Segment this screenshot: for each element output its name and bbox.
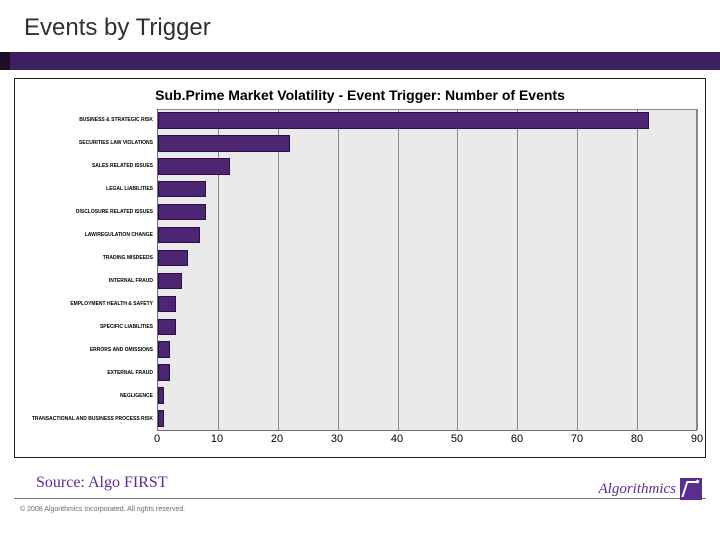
chart-x-tick: 30 <box>331 433 343 445</box>
chart-bar <box>158 135 290 152</box>
brand-logo-text: Algorithmics <box>599 481 677 498</box>
chart-bar-slot <box>158 201 697 224</box>
chart-container: Sub.Prime Market Volatility - Event Trig… <box>14 78 706 458</box>
chart-title: Sub.Prime Market Volatility - Event Trig… <box>15 79 705 109</box>
chart-y-label: LEGAL LIABILITIES <box>19 178 157 201</box>
chart-plot-area <box>157 109 697 431</box>
accent-seg-right <box>10 52 720 70</box>
chart-y-label: EMPLOYMENT HEALTH & SAFETY <box>19 293 157 316</box>
source-line: Source: Algo FIRST <box>36 474 168 492</box>
chart-x-ticks: 0102030405060708090 <box>157 431 697 451</box>
chart-bar-slot <box>158 292 697 315</box>
chart-x-tick: 50 <box>451 433 463 445</box>
chart-y-label: ERRORS AND OMISSIONS <box>19 339 157 362</box>
chart-bar-slot <box>158 224 697 247</box>
chart-bar-slot <box>158 155 697 178</box>
chart-y-label: SALES RELATED ISSUES <box>19 155 157 178</box>
chart-y-label: NEGLIGENCE <box>19 385 157 408</box>
chart-bar-slot <box>158 384 697 407</box>
chart-bar <box>158 273 182 290</box>
chart-bar <box>158 227 200 244</box>
chart-bar <box>158 204 206 221</box>
chart-bar-slot <box>158 315 697 338</box>
header-accent-bar <box>0 52 720 70</box>
slide-header: Events by Trigger <box>0 0 720 70</box>
chart-bar <box>158 410 164 427</box>
chart-bar <box>158 181 206 198</box>
chart-y-label: DISCLOSURE RELATED ISSUES <box>19 201 157 224</box>
chart-x-tick: 60 <box>511 433 523 445</box>
chart-x-tick: 0 <box>154 433 160 445</box>
accent-seg-left <box>0 52 10 70</box>
chart-bar-slot <box>158 269 697 292</box>
chart-plot-row: BUSINESS & STRATEGIC RISKSECURITIES LAW … <box>19 109 697 431</box>
slide-footer: Source: Algo FIRST © 2008 Algorithmics I… <box>0 468 720 540</box>
chart-gridline <box>697 109 698 430</box>
chart-bar-slot <box>158 407 697 430</box>
chart-bar <box>158 319 176 336</box>
chart-y-label: TRANSACTIONAL AND BUSINESS PROCESS RISK <box>19 408 157 431</box>
chart-bar-slot <box>158 132 697 155</box>
chart-bars <box>158 109 697 430</box>
brand-logo-mark-icon <box>680 478 702 500</box>
copyright-line: © 2008 Algorithmics Incorporated. All ri… <box>20 506 185 513</box>
chart-x-tick: 90 <box>691 433 703 445</box>
chart-bar-slot <box>158 109 697 132</box>
slide-content: Sub.Prime Market Volatility - Event Trig… <box>0 70 720 468</box>
chart-y-labels: BUSINESS & STRATEGIC RISKSECURITIES LAW … <box>19 109 157 431</box>
x-axis-spacer <box>19 431 157 451</box>
chart-bar-slot <box>158 178 697 201</box>
slide: Events by Trigger Sub.Prime Market Volat… <box>0 0 720 540</box>
chart-bar <box>158 112 649 129</box>
chart-y-label: INTERNAL FRAUD <box>19 270 157 293</box>
chart-bar <box>158 250 188 267</box>
chart-x-tick: 70 <box>571 433 583 445</box>
chart-bar <box>158 296 176 313</box>
chart-y-label: BUSINESS & STRATEGIC RISK <box>19 109 157 132</box>
chart-x-tick: 40 <box>391 433 403 445</box>
chart-bar <box>158 364 170 381</box>
chart-y-label: TRADING MISDEEDS <box>19 247 157 270</box>
brand-logo: Algorithmics <box>599 478 703 500</box>
chart-body: BUSINESS & STRATEGIC RISKSECURITIES LAW … <box>15 109 705 457</box>
chart-y-label: SPECIFIC LIABILITIES <box>19 316 157 339</box>
chart-x-axis: 0102030405060708090 <box>19 431 697 451</box>
chart-bar <box>158 158 230 175</box>
chart-y-label: LAW/REGULATION CHANGE <box>19 224 157 247</box>
chart-bar-slot <box>158 247 697 270</box>
chart-bar-slot <box>158 361 697 384</box>
slide-title: Events by Trigger <box>24 14 696 42</box>
chart-y-label: EXTERNAL FRAUD <box>19 362 157 385</box>
chart-x-tick: 80 <box>631 433 643 445</box>
chart-x-tick: 10 <box>211 433 223 445</box>
chart-bar <box>158 341 170 358</box>
chart-y-label: SECURITIES LAW VIOLATIONS <box>19 132 157 155</box>
chart-bar-slot <box>158 338 697 361</box>
chart-bar <box>158 387 164 404</box>
chart-x-tick: 20 <box>271 433 283 445</box>
